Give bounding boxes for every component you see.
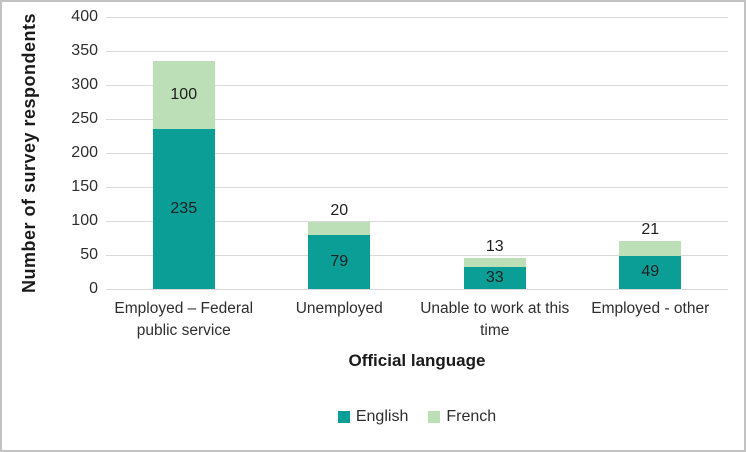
- bar-segment-english: [308, 235, 371, 289]
- y-tick-label: 100: [71, 212, 98, 229]
- gridline: [106, 17, 728, 18]
- category-label: Employed - other: [591, 300, 710, 317]
- bar-segment-french: [152, 61, 215, 130]
- gridline: [106, 119, 728, 120]
- x-axis-title: Official language: [348, 351, 486, 370]
- gridline: [106, 289, 728, 290]
- bar-segment-french: [463, 257, 526, 267]
- y-tick-label: 300: [71, 76, 98, 93]
- gridline: [106, 255, 728, 256]
- legend-swatch-icon: [428, 411, 441, 423]
- bar-value-label: 100: [170, 86, 198, 104]
- bar-value-label: 49: [641, 263, 660, 281]
- legend: English French: [106, 408, 728, 426]
- bar-value-label: 13: [485, 237, 504, 255]
- bar-value-label: 21: [641, 221, 660, 239]
- y-tick-label: 150: [71, 178, 98, 195]
- plot-area: 235 100 79 20 33 13 49 21: [106, 17, 728, 290]
- y-tick-label: 350: [71, 42, 98, 59]
- legend-swatch-icon: [337, 411, 350, 423]
- gridline: [106, 153, 728, 154]
- category-label: Unable to work at this time: [420, 300, 570, 339]
- bar-segment-english: [463, 266, 526, 289]
- bar-segment-english: [619, 255, 682, 289]
- y-tick-label: 0: [89, 280, 98, 297]
- gridline: [106, 85, 728, 86]
- category-label: Employed – Federal public service: [114, 300, 254, 339]
- bar-value-label: 33: [485, 268, 504, 286]
- y-tick-label: 400: [71, 8, 98, 25]
- bar-segment-french: [308, 221, 371, 236]
- y-tick-label: 50: [80, 246, 98, 263]
- legend-item-french: French: [428, 408, 496, 426]
- gridline: [106, 51, 728, 52]
- bar-segment-english: [152, 129, 215, 289]
- y-tick-label: 200: [71, 144, 98, 161]
- legend-label: French: [446, 408, 497, 425]
- legend-item-english: English: [337, 408, 409, 426]
- legend-label: English: [355, 408, 409, 425]
- bar-segment-french: [619, 241, 682, 256]
- bar-value-label: 20: [330, 201, 349, 219]
- category-label: Unemployed: [295, 300, 383, 317]
- bar-value-label: 235: [170, 200, 198, 218]
- gridline: [106, 221, 728, 222]
- y-tick-label: 250: [71, 110, 98, 127]
- gridline: [106, 187, 728, 188]
- bar-value-label: 79: [330, 253, 349, 271]
